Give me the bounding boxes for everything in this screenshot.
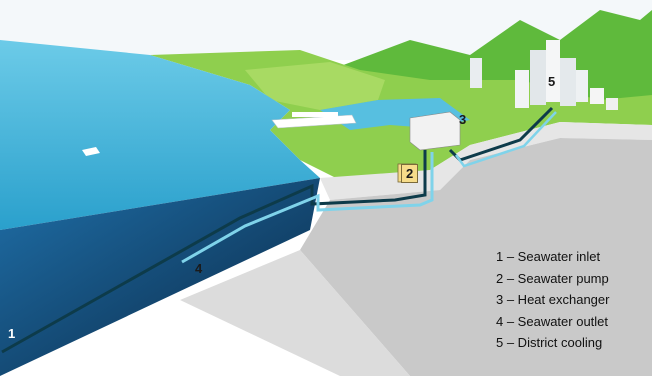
legend-item: 1 – Seawater inlet bbox=[496, 249, 601, 264]
legend-item: 5 – District cooling bbox=[496, 335, 603, 350]
legend-item: 3 – Heat exchanger bbox=[496, 292, 610, 307]
callout-district-cooling: 5 bbox=[548, 74, 556, 89]
legend-item: 4 – Seawater outlet bbox=[496, 313, 609, 329]
callout-heat-exchanger: 3 bbox=[459, 112, 467, 127]
heat-exchanger-building bbox=[409, 111, 461, 151]
sea-surface bbox=[0, 40, 320, 230]
pipes bbox=[1, 106, 557, 354]
small-boat bbox=[82, 147, 100, 156]
callout-seawater-pump: 2 bbox=[401, 164, 419, 183]
legend-item: 2 – Seawater pump bbox=[496, 270, 609, 286]
island bbox=[245, 62, 385, 110]
callout-seawater-inlet: 1 bbox=[8, 326, 16, 341]
legend: 1 – Seawater inlet 2 – Seawater pump 3 –… bbox=[496, 246, 609, 354]
callout-seawater-outlet: 4 bbox=[195, 261, 203, 276]
cruise-ship bbox=[271, 112, 357, 129]
city-buildings bbox=[470, 40, 618, 110]
ground-cut bbox=[300, 138, 652, 376]
seabed-slope bbox=[180, 250, 410, 376]
